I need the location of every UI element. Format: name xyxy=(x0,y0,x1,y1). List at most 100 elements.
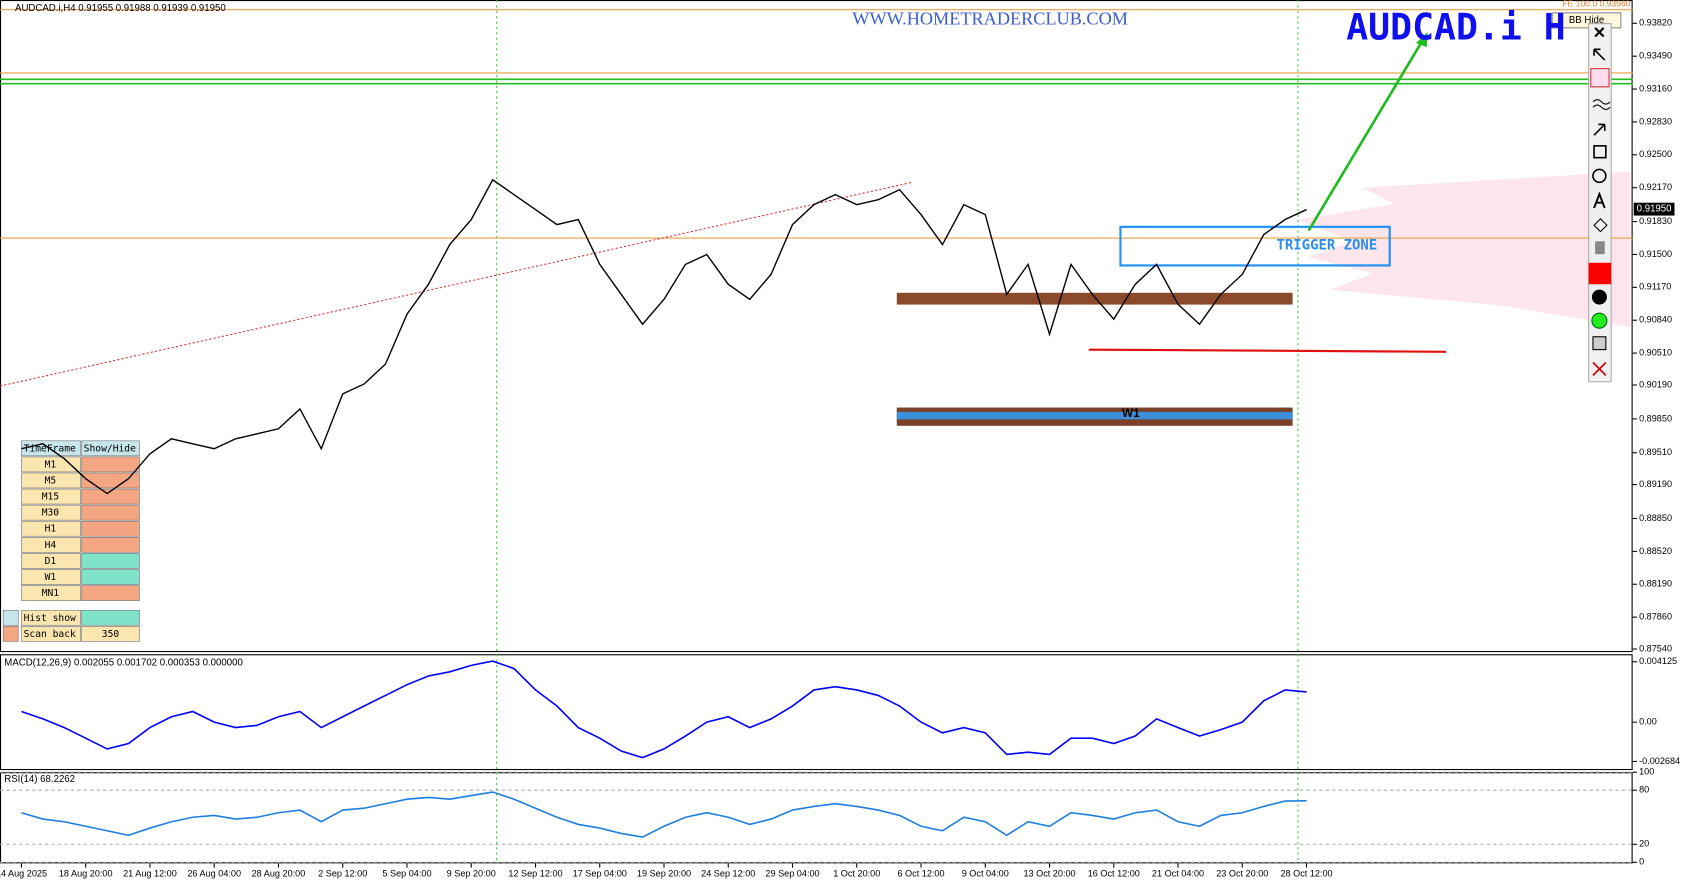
timeframe-cell xyxy=(21,569,81,585)
scan-value-cell xyxy=(81,626,140,642)
delete-tool[interactable] xyxy=(1595,241,1605,255)
timeframe-toggle[interactable] xyxy=(81,520,140,537)
x-tick-label: 26 Aug 04:00 xyxy=(187,868,241,878)
toolbar xyxy=(1551,12,1622,383)
timeframe-cell xyxy=(21,488,81,505)
timeframe-toggle[interactable] xyxy=(81,585,140,601)
x-tick-label: 12 Sep 12:00 xyxy=(508,868,562,878)
macd-panel xyxy=(0,654,1633,771)
timeframe-toggle[interactable] xyxy=(81,537,140,553)
y-tick-label: 0.92500 xyxy=(1639,149,1672,159)
timeframe-toggle[interactable] xyxy=(81,456,140,473)
support-line xyxy=(1088,348,1447,353)
x-tick-label: 16 Oct 12:00 xyxy=(1088,868,1140,878)
scan-icon xyxy=(2,626,19,642)
timeframe-label: M5 xyxy=(45,475,57,486)
scan-label: Scan back xyxy=(24,629,76,640)
timeframe-toggle[interactable] xyxy=(81,553,140,569)
symbol-label: AUDCAD.i H xyxy=(1346,5,1565,48)
hist-toggle[interactable] xyxy=(81,609,140,626)
y-tick-label: 0.92170 xyxy=(1639,182,1672,192)
y-tick-label: 0.91830 xyxy=(1639,216,1672,226)
timeframe-cell xyxy=(21,537,81,553)
y-tick-label: 0.004125 xyxy=(1639,656,1677,666)
supply-demand-zone xyxy=(896,292,1293,305)
y-tick-label: 0.88190 xyxy=(1639,579,1672,589)
timeframe-label: W1 xyxy=(45,572,57,583)
timeframe-cell xyxy=(21,520,81,537)
y-tick-label: 0.88850 xyxy=(1639,513,1672,523)
x-tick-label: 28 Aug 20:00 xyxy=(252,868,306,878)
y-tick-label: 0.93160 xyxy=(1639,83,1672,93)
y-tick-label: -0.002684 xyxy=(1639,756,1680,766)
arrow-tool[interactable] xyxy=(1593,123,1606,136)
timeframe-label: M1 xyxy=(45,459,57,470)
x-tick-label: 2 Sep 12:00 xyxy=(318,868,367,878)
hist-icon xyxy=(2,609,19,626)
x-tick-label: 29 Sep 04:00 xyxy=(765,868,819,878)
eraser-tool[interactable] xyxy=(1593,218,1608,233)
y-tick-label: 20 xyxy=(1639,839,1649,849)
x-tick-label: 1 Oct 20:00 xyxy=(833,868,880,878)
x-tick-label: 6 Oct 12:00 xyxy=(897,868,944,878)
timeframe-toggle[interactable] xyxy=(81,569,140,585)
color-picker[interactable] xyxy=(1588,262,1612,285)
y-tick-label: 0.92830 xyxy=(1639,116,1672,126)
ellipse-tool[interactable] xyxy=(1592,168,1607,184)
y-tick-label: 0.93820 xyxy=(1639,18,1672,28)
timeframe-cell xyxy=(21,585,81,601)
price-panel xyxy=(0,0,1633,653)
timeframe-label: H1 xyxy=(45,524,57,535)
cursor-tool[interactable] xyxy=(1593,48,1606,61)
x-tick-label: 14 Aug 2025 xyxy=(0,868,47,878)
trigger-zone-label: TRIGGER ZONE xyxy=(1277,238,1378,254)
text-tool[interactable] xyxy=(1593,191,1606,209)
y-tick-label: 0.91500 xyxy=(1639,249,1672,259)
rectangle-tool[interactable] xyxy=(1593,145,1607,159)
trigger-zone-box xyxy=(1119,225,1391,267)
timeframe-label: MN1 xyxy=(42,588,60,599)
hist-label: Hist show xyxy=(24,613,76,624)
channel-tool[interactable] xyxy=(1592,99,1611,110)
w1-zone-band xyxy=(896,411,1293,420)
save-tool[interactable] xyxy=(1592,336,1607,351)
timeframe-label: M15 xyxy=(42,492,60,503)
y-tick-label: 0.90190 xyxy=(1639,379,1672,389)
line-tool[interactable] xyxy=(1590,68,1610,88)
bb-hide-label[interactable]: BB Hide xyxy=(1569,15,1604,26)
timeframe-cell xyxy=(21,553,81,569)
y-tick-label: 0.93490 xyxy=(1639,51,1672,61)
timeframe-label: M30 xyxy=(42,508,60,519)
timeframe-cell xyxy=(21,472,81,489)
width-tool[interactable] xyxy=(1591,289,1607,305)
scan-cell xyxy=(21,626,81,642)
panel-title: MACD(12,26,9) 0.002055 0.001702 0.000353… xyxy=(4,657,243,668)
y-tick-label: 0.87540 xyxy=(1639,643,1672,653)
y-tick-label: 100 xyxy=(1639,767,1654,777)
x-tick-label: 18 Aug 20:00 xyxy=(59,868,113,878)
cut-tool[interactable] xyxy=(1592,361,1607,376)
projection-arrow xyxy=(1307,40,1424,232)
x-tick-label: 5 Sep 04:00 xyxy=(382,868,431,878)
x-tick-label: 9 Oct 04:00 xyxy=(962,868,1009,878)
close-button[interactable] xyxy=(1594,27,1605,38)
scan-value: 350 xyxy=(102,629,120,640)
timeframe-label: D1 xyxy=(45,556,57,567)
rsi-panel xyxy=(0,772,1633,864)
x-tick-label: 24 Sep 12:00 xyxy=(701,868,755,878)
w1-zone-label: W1 xyxy=(1122,407,1140,420)
y-tick-label: 0.89190 xyxy=(1639,479,1672,489)
series-line xyxy=(21,660,1307,759)
hist-cell xyxy=(21,609,81,626)
timer-tool[interactable] xyxy=(1591,312,1608,329)
y-tick-label: 0 xyxy=(1639,857,1644,867)
header-cell xyxy=(81,440,140,457)
series-line xyxy=(21,178,1307,495)
y-tick-label: 0.90510 xyxy=(1639,348,1672,358)
timeframe-toggle[interactable] xyxy=(81,504,140,521)
timeframe-toggle[interactable] xyxy=(81,472,140,489)
timeframe-toggle[interactable] xyxy=(81,488,140,505)
y-tick-label: 0.00 xyxy=(1639,717,1657,727)
